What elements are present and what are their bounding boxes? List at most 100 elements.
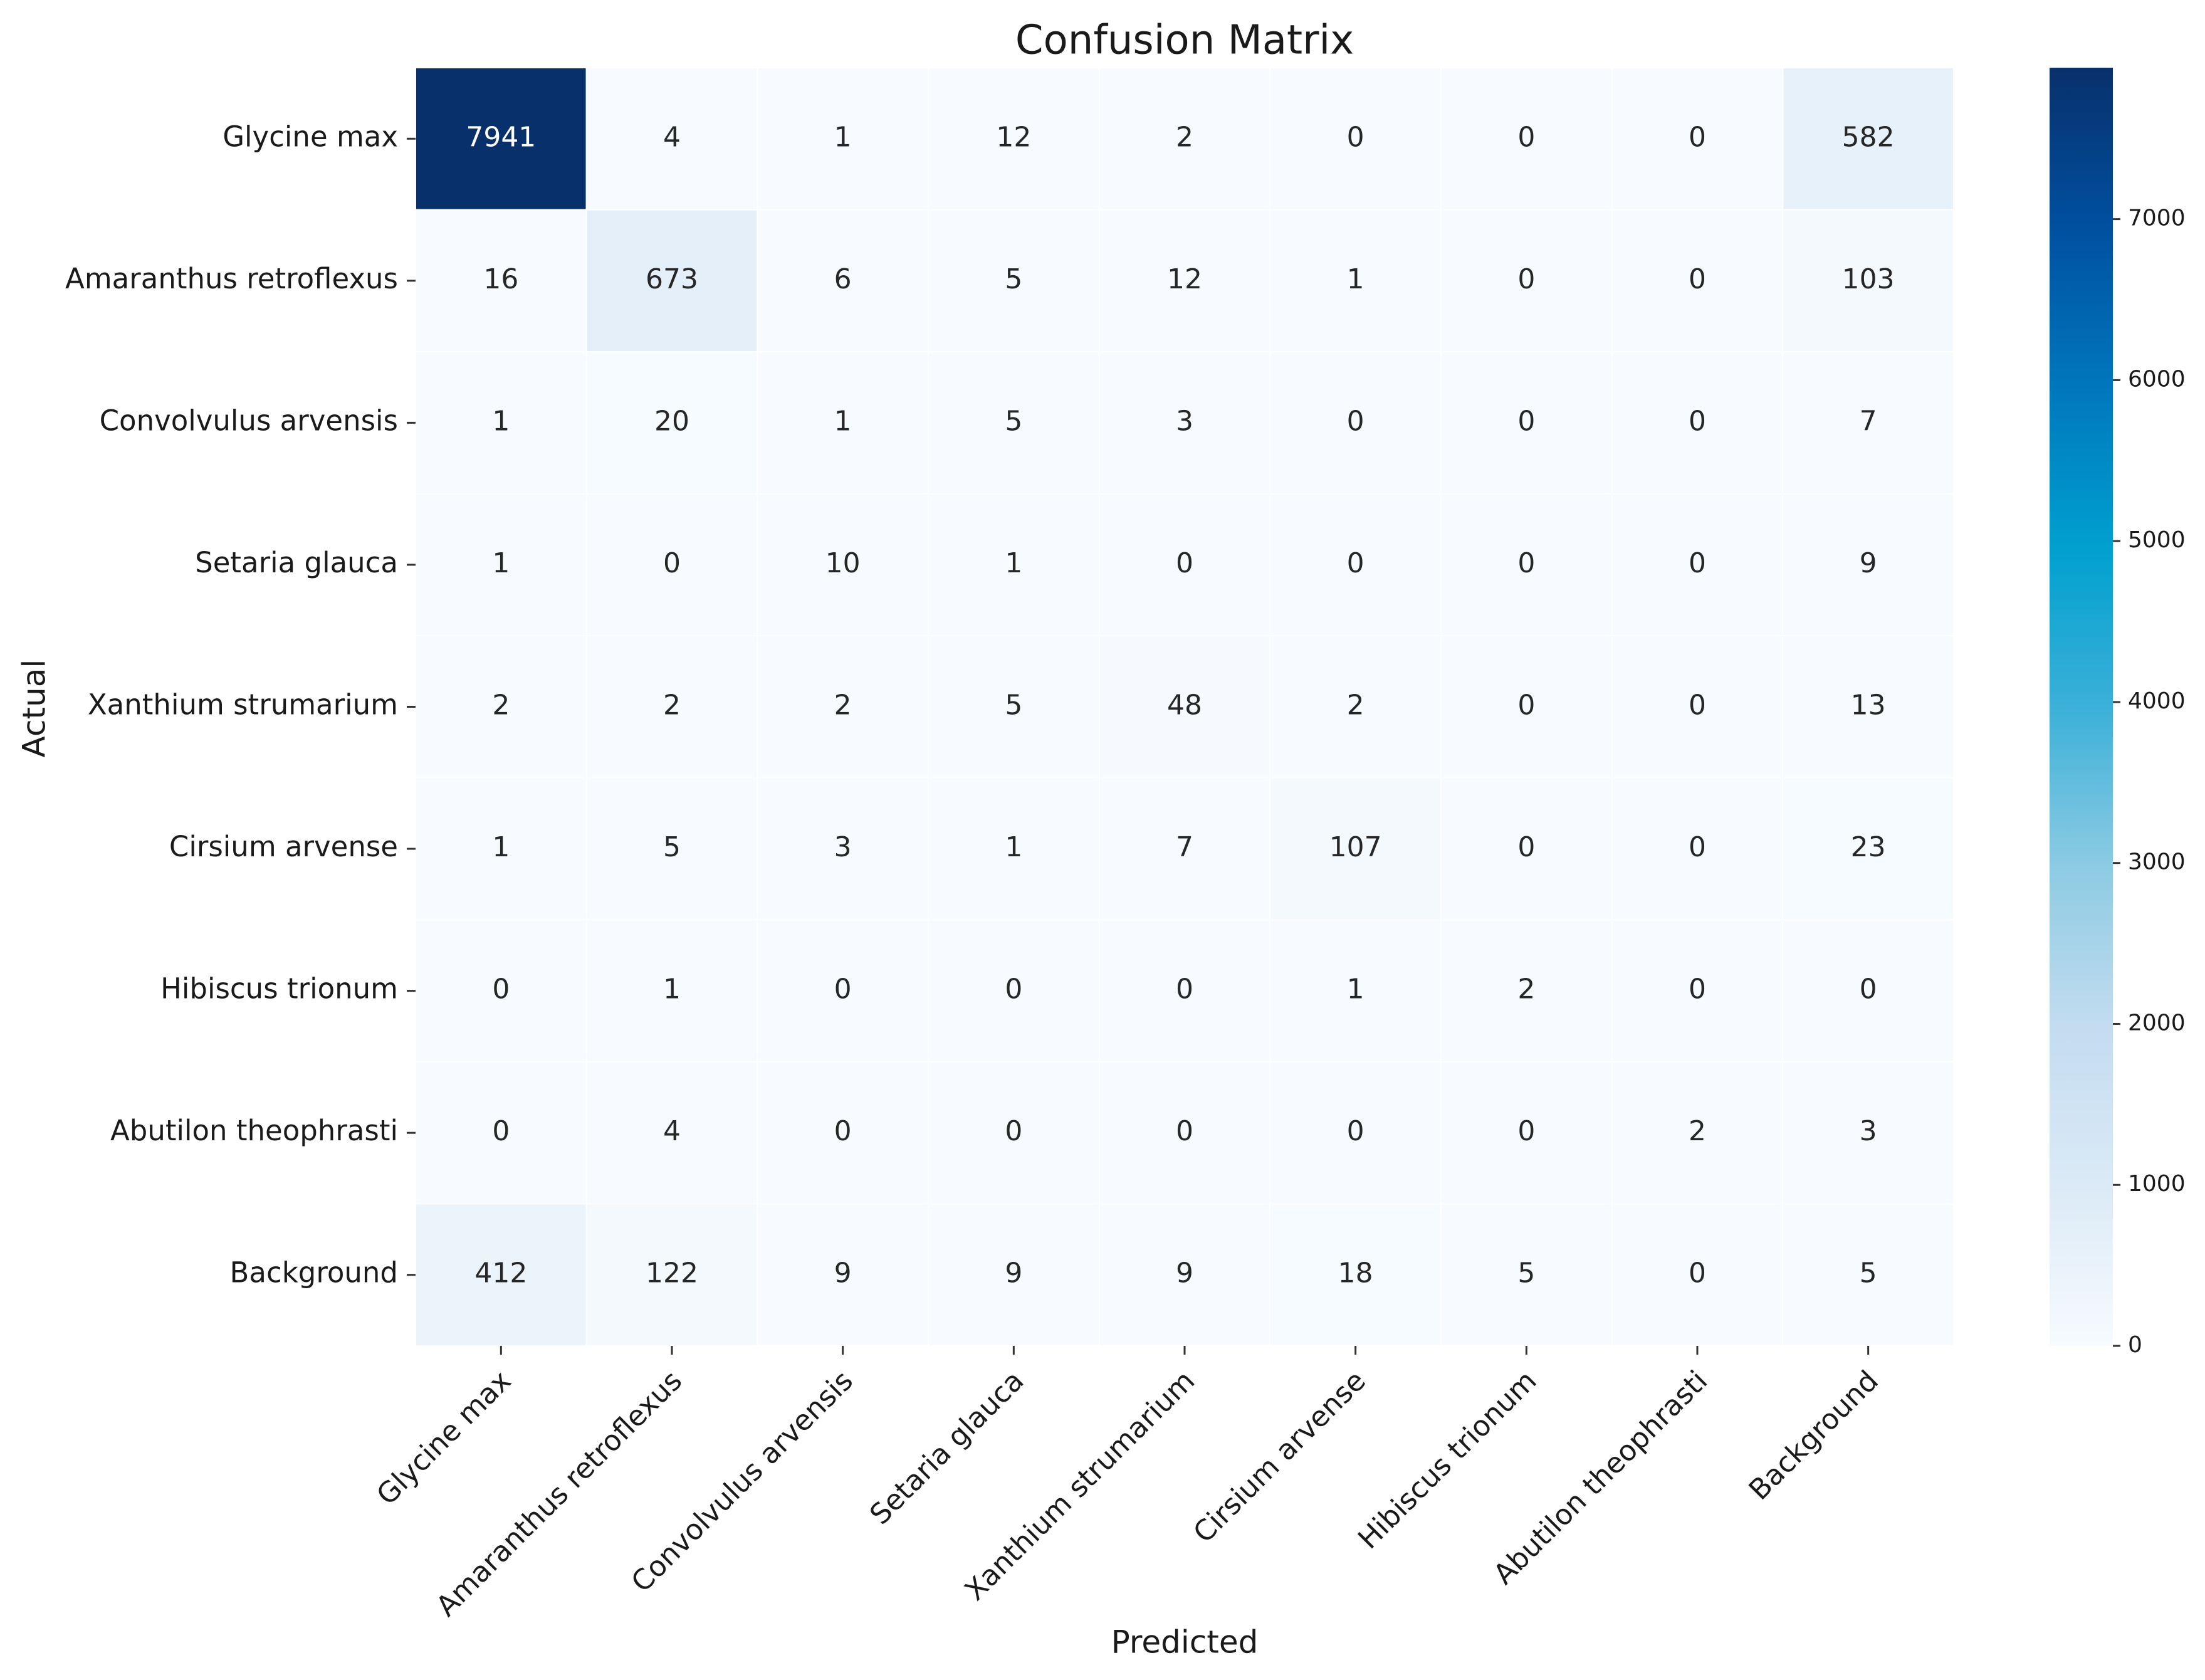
x-tick-label: Cirsium arvense [1186,1364,1372,1550]
cell-label: 0 [1347,405,1364,437]
heatmap-cell [415,919,587,1063]
cell-label: 1 [1347,974,1364,1005]
cell-label: 7 [1176,831,1193,863]
cell-label: 1 [492,547,510,579]
heatmap-cell [415,351,587,495]
heatmap-cell [585,919,758,1063]
cell-label: 2 [492,690,510,722]
cell-label: 0 [1347,547,1364,579]
cell-label: 2 [1517,974,1535,1005]
cell-label: 5 [1005,263,1022,295]
colorbar-tick-label: 7000 [2128,206,2186,231]
heatmap-cell [1269,777,1442,921]
cell-label: 6 [834,263,852,295]
cell-label: 103 [1842,263,1895,295]
heatmap-cell [1440,1203,1613,1347]
y-axis-label: Actual [16,659,53,758]
cell-label: 0 [1689,974,1706,1005]
cell-label: 673 [646,263,698,295]
y-tick-label: Cirsium arvense [169,830,398,863]
heatmap-cell [1269,209,1442,353]
cell-label: 122 [646,1257,698,1289]
cell-label: 16 [483,263,518,295]
heatmap-cell [757,209,930,353]
cell-label: 0 [1689,121,1706,153]
heatmap-cell [1440,351,1613,495]
cell-label: 1 [1347,263,1364,295]
heatmap-cell [928,635,1100,779]
heatmap-cell [1098,1061,1271,1205]
cell-label: 9 [1860,547,1877,579]
colorbar-tick-label: 4000 [2128,688,2186,714]
cell-label: 107 [1329,831,1382,863]
heatmap-cell [757,635,930,779]
heatmap-cell [1098,351,1271,495]
heatmap-cell [1098,919,1271,1063]
cell-label: 0 [1176,547,1193,579]
heatmap-cell [757,351,930,495]
heatmap-cell [1782,351,1954,495]
cell-label: 0 [1860,974,1877,1005]
heatmap-cell [757,777,930,921]
cell-label: 2 [1176,121,1193,153]
cell-label: 2 [663,690,681,722]
heatmap-cell [1611,67,1784,211]
cell-label: 1 [1005,831,1022,863]
heatmap-cell [415,1203,587,1347]
cell-label: 0 [1005,974,1022,1005]
cell-label: 0 [1517,263,1535,295]
cell-label: 5 [1005,405,1022,437]
heatmap-cell [1269,67,1442,211]
heatmap-cell [415,67,587,211]
cell-label: 12 [996,121,1031,153]
heatmap-cell [928,1203,1100,1347]
cell-label: 0 [1176,1115,1193,1147]
cell-label: 1 [492,405,510,437]
cell-label: 0 [1517,831,1535,863]
colorbar-tick-label: 2000 [2128,1010,2186,1036]
cell-label: 1 [834,121,852,153]
cell-label: 7941 [466,121,536,153]
y-tick-label: Setaria glauca [195,546,398,579]
heatmap-cell [1269,635,1442,779]
heatmap-cell [585,351,758,495]
cell-label: 3 [1176,405,1193,437]
y-tick-label: Glycine max [223,120,398,153]
heatmap-cell [757,919,930,1063]
cell-label: 9 [834,1257,852,1289]
x-tick-label: Background [1742,1364,1885,1506]
heatmap-cell [928,209,1100,353]
cell-label: 9 [1176,1257,1193,1289]
heatmap-cell [1611,493,1784,637]
heatmap-cell [415,493,587,637]
cell-label: 5 [1005,690,1022,722]
heatmap-cell [585,1203,758,1347]
cell-label: 4 [663,1115,681,1147]
cell-label: 0 [1517,405,1535,437]
heatmap-cell [1098,209,1271,353]
heatmap-cell [1782,209,1954,353]
cell-label: 13 [1851,690,1886,722]
cell-label: 4 [663,121,681,153]
heatmap-cell [1269,1061,1442,1205]
cell-label: 0 [1347,1115,1364,1147]
cell-label: 0 [1005,1115,1022,1147]
cell-label: 0 [834,1115,852,1147]
cell-label: 3 [1860,1115,1877,1147]
x-axis-label: Predicted [1111,1624,1259,1661]
y-tick-label: Hibiscus trionum [160,972,398,1005]
heatmap-cell [1782,777,1954,921]
cell-label: 0 [1176,974,1193,1005]
y-tick-label: Convolvulus arvensis [100,404,398,437]
x-tick-label: Setaria glauca [863,1364,1030,1531]
x-tick-label: Glycine max [370,1364,517,1511]
cell-label: 0 [834,974,852,1005]
cell-label: 20 [654,405,689,437]
heatmap-cell [415,1061,587,1205]
cell-label: 1 [1005,547,1022,579]
cell-label: 0 [1347,121,1364,153]
cell-label: 1 [492,831,510,863]
heatmap-cell [928,1061,1100,1205]
